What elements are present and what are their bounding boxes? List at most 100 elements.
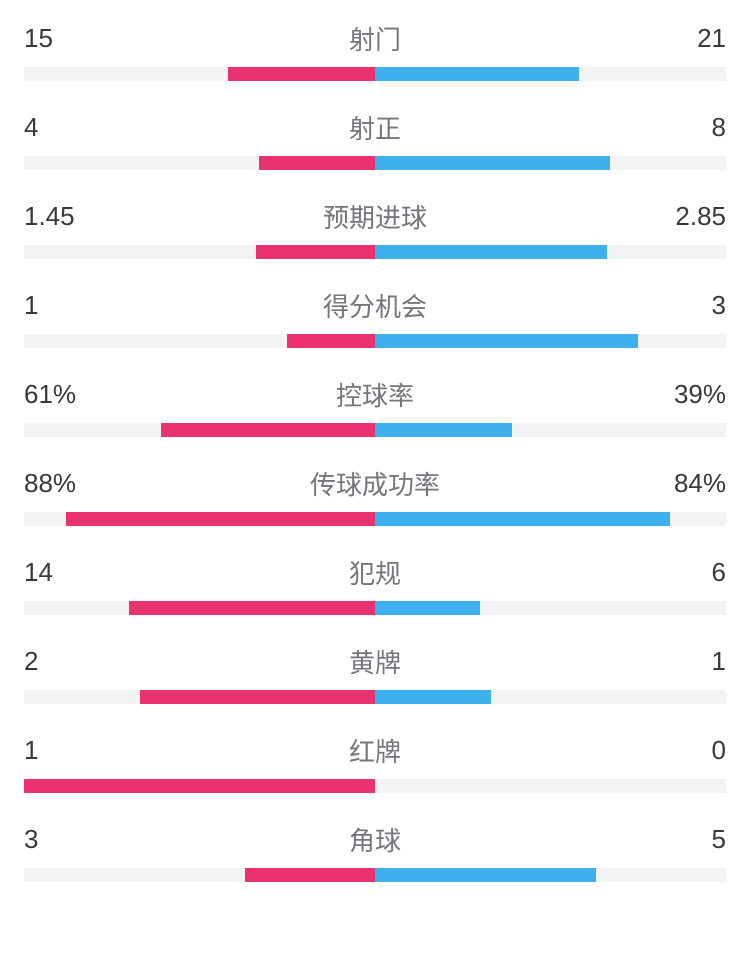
stat-value-right: 1 bbox=[646, 646, 726, 677]
stat-value-left: 15 bbox=[24, 23, 104, 54]
stat-value-right: 84% bbox=[646, 468, 726, 499]
stat-value-left: 1 bbox=[24, 290, 104, 321]
stat-labels: 4 射正 8 bbox=[24, 109, 726, 146]
stat-row: 15 射门 21 bbox=[24, 20, 726, 81]
bar-left-half bbox=[24, 779, 375, 793]
stat-value-right: 8 bbox=[646, 112, 726, 143]
stat-title: 控球率 bbox=[104, 376, 646, 413]
bar-fill-right bbox=[375, 334, 638, 348]
bar-left-half bbox=[24, 156, 375, 170]
stat-value-right: 5 bbox=[646, 824, 726, 855]
stat-labels: 88% 传球成功率 84% bbox=[24, 465, 726, 502]
stat-title: 得分机会 bbox=[104, 287, 646, 324]
stat-title: 射正 bbox=[104, 109, 646, 146]
stat-value-right: 6 bbox=[646, 557, 726, 588]
bar-fill-left bbox=[24, 779, 375, 793]
stat-bar bbox=[24, 779, 726, 793]
bar-fill-right bbox=[375, 601, 480, 615]
match-stats-container: 15 射门 21 4 射正 8 bbox=[24, 20, 726, 882]
stat-title: 红牌 bbox=[104, 732, 646, 769]
stat-row: 1 红牌 0 bbox=[24, 732, 726, 793]
stat-row: 14 犯规 6 bbox=[24, 554, 726, 615]
bar-fill-left bbox=[140, 690, 375, 704]
stat-labels: 15 射门 21 bbox=[24, 20, 726, 57]
bar-fill-left bbox=[161, 423, 375, 437]
stat-value-left: 14 bbox=[24, 557, 104, 588]
stat-title: 预期进球 bbox=[104, 198, 646, 235]
bar-fill-right bbox=[375, 156, 610, 170]
stat-labels: 3 角球 5 bbox=[24, 821, 726, 858]
stat-bar bbox=[24, 868, 726, 882]
stat-bar bbox=[24, 156, 726, 170]
bar-fill-right bbox=[375, 245, 607, 259]
stat-row: 2 黄牌 1 bbox=[24, 643, 726, 704]
stat-row: 61% 控球率 39% bbox=[24, 376, 726, 437]
stat-bar bbox=[24, 67, 726, 81]
bar-right-half bbox=[375, 67, 726, 81]
bar-left-half bbox=[24, 334, 375, 348]
stat-labels: 14 犯规 6 bbox=[24, 554, 726, 591]
stat-bar bbox=[24, 601, 726, 615]
bar-right-half bbox=[375, 512, 726, 526]
bar-right-half bbox=[375, 156, 726, 170]
bar-fill-right bbox=[375, 690, 491, 704]
bar-fill-right bbox=[375, 423, 512, 437]
bar-left-half bbox=[24, 512, 375, 526]
stat-row: 1 得分机会 3 bbox=[24, 287, 726, 348]
stat-row: 88% 传球成功率 84% bbox=[24, 465, 726, 526]
bar-right-half bbox=[375, 690, 726, 704]
stat-labels: 61% 控球率 39% bbox=[24, 376, 726, 413]
stat-value-right: 3 bbox=[646, 290, 726, 321]
stat-value-right: 39% bbox=[646, 379, 726, 410]
bar-left-half bbox=[24, 245, 375, 259]
stat-title: 角球 bbox=[104, 821, 646, 858]
stat-value-right: 2.85 bbox=[646, 201, 726, 232]
stat-bar bbox=[24, 512, 726, 526]
bar-right-half bbox=[375, 601, 726, 615]
stat-value-left: 3 bbox=[24, 824, 104, 855]
stat-labels: 1 红牌 0 bbox=[24, 732, 726, 769]
stat-value-left: 61% bbox=[24, 379, 104, 410]
stat-row: 3 角球 5 bbox=[24, 821, 726, 882]
bar-right-half bbox=[375, 423, 726, 437]
stat-bar bbox=[24, 690, 726, 704]
bar-right-half bbox=[375, 245, 726, 259]
bar-right-half bbox=[375, 334, 726, 348]
stat-title: 犯规 bbox=[104, 554, 646, 591]
bar-track-right bbox=[375, 779, 726, 793]
bar-fill-left bbox=[287, 334, 375, 348]
stat-bar bbox=[24, 423, 726, 437]
bar-fill-left bbox=[256, 245, 375, 259]
stat-labels: 2 黄牌 1 bbox=[24, 643, 726, 680]
bar-left-half bbox=[24, 601, 375, 615]
bar-fill-left bbox=[228, 67, 375, 81]
stat-labels: 1.45 预期进球 2.85 bbox=[24, 198, 726, 235]
stat-value-left: 1.45 bbox=[24, 201, 104, 232]
bar-fill-left bbox=[129, 601, 375, 615]
bar-fill-right bbox=[375, 67, 579, 81]
bar-left-half bbox=[24, 67, 375, 81]
bar-left-half bbox=[24, 868, 375, 882]
bar-fill-left bbox=[259, 156, 375, 170]
stat-value-left: 2 bbox=[24, 646, 104, 677]
stat-value-right: 0 bbox=[646, 735, 726, 766]
bar-left-half bbox=[24, 690, 375, 704]
bar-right-half bbox=[375, 779, 726, 793]
stat-value-right: 21 bbox=[646, 23, 726, 54]
bar-right-half bbox=[375, 868, 726, 882]
stat-labels: 1 得分机会 3 bbox=[24, 287, 726, 324]
stat-title: 传球成功率 bbox=[104, 465, 646, 502]
bar-fill-right bbox=[375, 512, 670, 526]
stat-bar bbox=[24, 334, 726, 348]
stat-row: 1.45 预期进球 2.85 bbox=[24, 198, 726, 259]
stat-row: 4 射正 8 bbox=[24, 109, 726, 170]
stat-title: 黄牌 bbox=[104, 643, 646, 680]
stat-title: 射门 bbox=[104, 20, 646, 57]
bar-fill-right bbox=[375, 868, 596, 882]
stat-value-left: 1 bbox=[24, 735, 104, 766]
stat-value-left: 88% bbox=[24, 468, 104, 499]
bar-left-half bbox=[24, 423, 375, 437]
bar-fill-left bbox=[245, 868, 375, 882]
bar-fill-left bbox=[66, 512, 375, 526]
stat-value-left: 4 bbox=[24, 112, 104, 143]
